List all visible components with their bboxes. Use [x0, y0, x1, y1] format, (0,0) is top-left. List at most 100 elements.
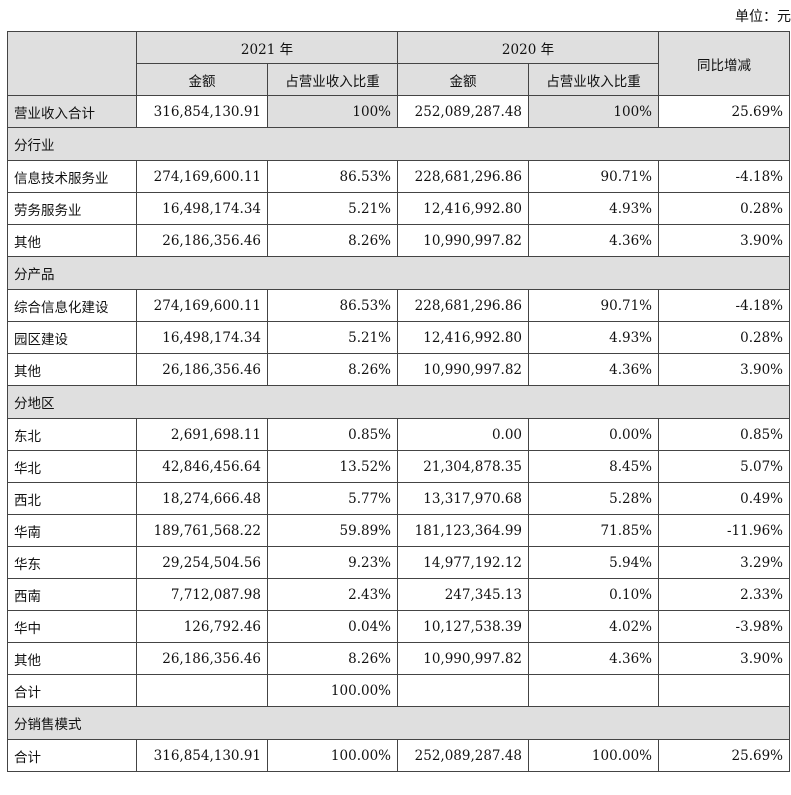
ratio-2020: 0.00%	[528, 418, 659, 451]
table-row: 华东 29,254,504.56 9.23% 14,977,192.12 5.94% 3.…	[7, 546, 790, 579]
revenue-composition-table: 2021 年 2020 年 同比增减 金额 占营业收入比重 金额 占营业收入比重…	[7, 31, 790, 772]
header-corner	[7, 31, 137, 96]
ratio-2020: 4.36%	[528, 224, 659, 257]
row-label: 园区建设	[7, 321, 137, 354]
ratio-2020: 71.85%	[528, 514, 659, 547]
ratio-2020: 0.10%	[528, 578, 659, 611]
yoy-change: 3.90%	[658, 224, 790, 257]
amount-2021: 2,691,698.11	[136, 418, 268, 451]
header-ratio-2021: 占营业收入比重	[267, 63, 398, 96]
section-title: 分销售模式	[7, 706, 790, 740]
ratio-2021: 8.26%	[267, 224, 398, 257]
ratio-2021: 9.23%	[267, 546, 398, 579]
table-row: 东北 2,691,698.11 0.85% 0.00 0.00% 0.85%	[7, 418, 790, 451]
ratio-2021: 100%	[267, 95, 398, 128]
ratio-2021: 100.00%	[267, 739, 398, 772]
yoy-change	[658, 674, 790, 707]
amount-2020: 181,123,364.99	[397, 514, 529, 547]
yoy-change: -4.18%	[658, 289, 790, 322]
amount-2020	[397, 674, 529, 707]
amount-2020: 228,681,296.86	[397, 160, 529, 193]
amount-2020: 10,127,538.39	[397, 610, 529, 643]
row-label: 华东	[7, 546, 137, 579]
yoy-change: -4.18%	[658, 160, 790, 193]
ratio-2021: 8.26%	[267, 642, 398, 675]
ratio-2020: 4.36%	[528, 353, 659, 386]
yoy-change: 0.85%	[658, 418, 790, 451]
ratio-2021: 0.85%	[267, 418, 398, 451]
yoy-change: 3.29%	[658, 546, 790, 579]
unit-label: 单位：元	[735, 9, 791, 25]
ratio-2020: 4.93%	[528, 321, 659, 354]
header-ratio-2020: 占营业收入比重	[528, 63, 659, 96]
row-label: 信息技术服务业	[7, 160, 137, 193]
row-label: 综合信息化建设	[7, 289, 137, 322]
amount-2020: 0.00	[397, 418, 529, 451]
yoy-change: 25.69%	[658, 739, 790, 772]
ratio-2021: 13.52%	[267, 450, 398, 483]
amount-2021: 29,254,504.56	[136, 546, 268, 579]
ratio-2020	[528, 674, 659, 707]
ratio-2021: 86.53%	[267, 289, 398, 322]
amount-2021	[136, 674, 268, 707]
ratio-2020: 4.93%	[528, 192, 659, 225]
section-title: 分产品	[7, 256, 790, 290]
header-amount-2021: 金额	[136, 63, 268, 96]
table-row: 劳务服务业 16,498,174.34 5.21% 12,416,992.80 4.93…	[7, 192, 790, 225]
table-row: 合计 316,854,130.91 100.00% 252,089,287.48 100…	[7, 739, 790, 772]
total-revenue-row: 营业收入合计 316,854,130.91 100% 252,089,287.4…	[7, 95, 790, 128]
table-row: 园区建设 16,498,174.34 5.21% 12,416,992.80 4.93%…	[7, 321, 790, 354]
ratio-2021: 5.77%	[267, 482, 398, 515]
ratio-2021: 5.21%	[267, 192, 398, 225]
ratio-2020: 4.02%	[528, 610, 659, 643]
ratio-2021: 5.21%	[267, 321, 398, 354]
ratio-2021: 0.04%	[267, 610, 398, 643]
yoy-change: 2.33%	[658, 578, 790, 611]
yoy-change: 0.28%	[658, 192, 790, 225]
row-label: 华南	[7, 514, 137, 547]
amount-2021: 316,854,130.91	[136, 739, 268, 772]
yoy-change: 25.69%	[658, 95, 790, 128]
table-row: 西南 7,712,087.98 2.43% 247,345.13 0.10% 2.33%	[7, 578, 790, 611]
section-header-region: 分地区	[7, 385, 790, 419]
ratio-2020: 8.45%	[528, 450, 659, 483]
ratio-2021: 59.89%	[267, 514, 398, 547]
table-row: 信息技术服务业 274,169,600.11 86.53% 228,681,296.8…	[7, 160, 790, 193]
amount-2021: 42,846,456.64	[136, 450, 268, 483]
amount-2020: 252,089,287.48	[397, 95, 529, 128]
ratio-2020: 100.00%	[528, 739, 659, 772]
amount-2021: 274,169,600.11	[136, 289, 268, 322]
row-label: 劳务服务业	[7, 192, 137, 225]
ratio-2020: 5.94%	[528, 546, 659, 579]
table-row: 综合信息化建设 274,169,600.11 86.53% 228,681,296.8…	[7, 289, 790, 322]
row-label: 华中	[7, 610, 137, 643]
row-label: 其他	[7, 224, 137, 257]
header-amount-2020: 金额	[397, 63, 529, 96]
amount-2020: 10,990,997.82	[397, 224, 529, 257]
amount-2021: 26,186,356.46	[136, 353, 268, 386]
row-label: 东北	[7, 418, 137, 451]
header-row-columns: 金额 占营业收入比重 金额 占营业收入比重	[8, 63, 790, 96]
yoy-change: -11.96%	[658, 514, 790, 547]
row-label: 合计	[7, 739, 137, 772]
section-header-industry: 分行业	[7, 127, 790, 161]
yoy-change: 0.49%	[658, 482, 790, 515]
table-row: 西北 18,274,666.48 5.77% 13,317,970.68 5.28% 0.…	[7, 482, 790, 515]
section-title: 分地区	[7, 385, 790, 419]
yoy-change: -3.98%	[658, 610, 790, 643]
table-row: 其他 26,186,356.46 8.26% 10,990,997.82 4.36% 3.…	[7, 642, 790, 675]
row-label: 其他	[7, 642, 137, 675]
amount-2021: 26,186,356.46	[136, 642, 268, 675]
row-label: 华北	[7, 450, 137, 483]
section-header-sales-mode: 分销售模式	[7, 706, 790, 740]
amount-2020: 21,304,878.35	[397, 450, 529, 483]
table-row: 其他 26,186,356.46 8.26% 10,990,997.82 4.36% 3.…	[7, 353, 790, 386]
yoy-change: 3.90%	[658, 642, 790, 675]
table-row: 华南 189,761,568.22 59.89% 181,123,364.99 71.8…	[7, 514, 790, 547]
ratio-2021: 8.26%	[267, 353, 398, 386]
table-row: 其他 26,186,356.46 8.26% 10,990,997.82 4.36% 3.…	[7, 224, 790, 257]
row-label: 营业收入合计	[7, 95, 137, 128]
amount-2021: 316,854,130.91	[136, 95, 268, 128]
amount-2021: 274,169,600.11	[136, 160, 268, 193]
header-yoy: 同比增减	[658, 31, 790, 96]
